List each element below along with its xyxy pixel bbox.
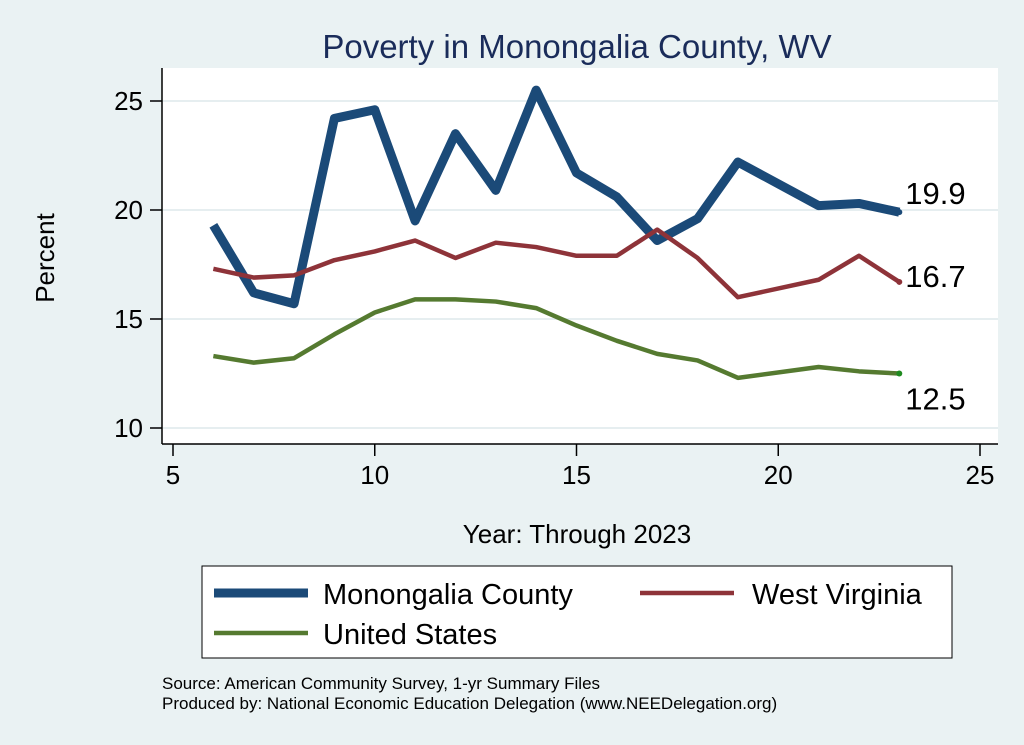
series-line-united-states (212, 297, 900, 381)
legend-label-monongalia: Monongalia County (323, 579, 573, 611)
x-tick-label-25: 25 (966, 460, 995, 490)
x-tick-label-5: 5 (166, 460, 180, 490)
y-axis-title: Percent (30, 212, 60, 302)
x-tick-label-10: 10 (360, 460, 389, 490)
end-labels: 19.9 16.7 12.5 (905, 176, 965, 416)
end-label-monongalia: 19.9 (905, 176, 965, 211)
legend-label-west-virginia: West Virginia (752, 579, 923, 611)
x-tick-label-20: 20 (764, 460, 793, 490)
y-tick-label-20: 20 (114, 195, 143, 225)
y-tick-label-15: 15 (114, 304, 143, 334)
y-tick-label-25: 25 (114, 86, 143, 116)
x-axis-title: Year: Through 2023 (463, 519, 691, 549)
series-end-point-monongalia (896, 209, 903, 216)
axes: 10 15 20 25 5 10 15 20 25 (114, 68, 998, 490)
end-label-west-virginia: 16.7 (905, 259, 965, 294)
series-end-point-united-states (896, 370, 903, 377)
y-tick-label-10: 10 (114, 413, 143, 443)
legend-label-united-states: United States (323, 619, 497, 651)
legend: Monongalia County West Virginia United S… (201, 565, 953, 659)
series-lines (209, 85, 903, 381)
series-end-point-west-virginia (896, 278, 903, 285)
producer-note: Produced by: National Economic Education… (162, 694, 777, 713)
chart-title: Poverty in Monongalia County, WV (322, 28, 831, 65)
end-label-united-states: 12.5 (905, 382, 965, 417)
source-note: Source: American Community Survey, 1-yr … (162, 674, 600, 693)
grid-lines (162, 100, 998, 429)
x-tick-label-15: 15 (562, 460, 591, 490)
series-line-west-virginia (212, 227, 901, 300)
legend-box (201, 565, 953, 659)
series-line-monongalia (209, 85, 901, 309)
